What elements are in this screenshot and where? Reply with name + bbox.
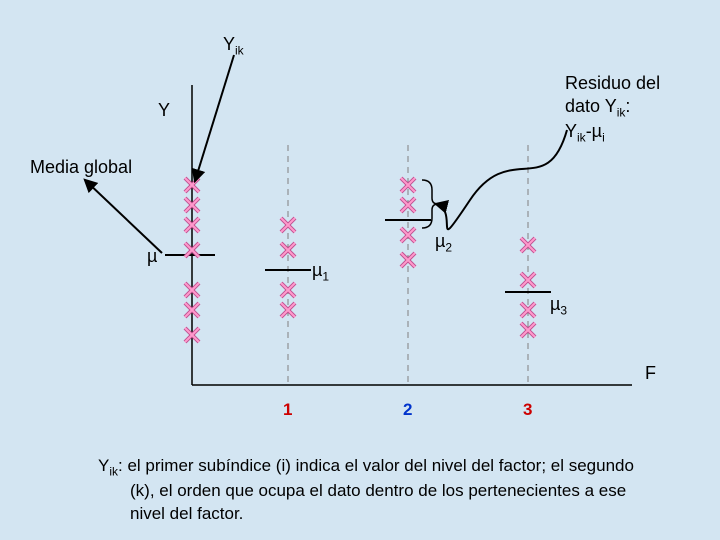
mu2-label: µ2 [435,231,452,255]
mu3-label: µ3 [550,294,567,318]
yik-label: Yik [223,34,244,58]
caption-text: Yik: el primer subíndice (i) indica el v… [70,455,660,525]
f-axis-label: F [645,363,656,384]
mu-label: µ [147,246,157,267]
y-axis-label: Y [158,100,170,121]
media-global-label: Media global [30,157,132,178]
tick-2: 2 [403,400,412,420]
tick-1: 1 [283,400,292,420]
mu1-label: µ1 [312,260,329,284]
tick-3: 3 [523,400,532,420]
residuo-annotation: Residuo del dato Yik: Yik-µi [565,72,660,146]
